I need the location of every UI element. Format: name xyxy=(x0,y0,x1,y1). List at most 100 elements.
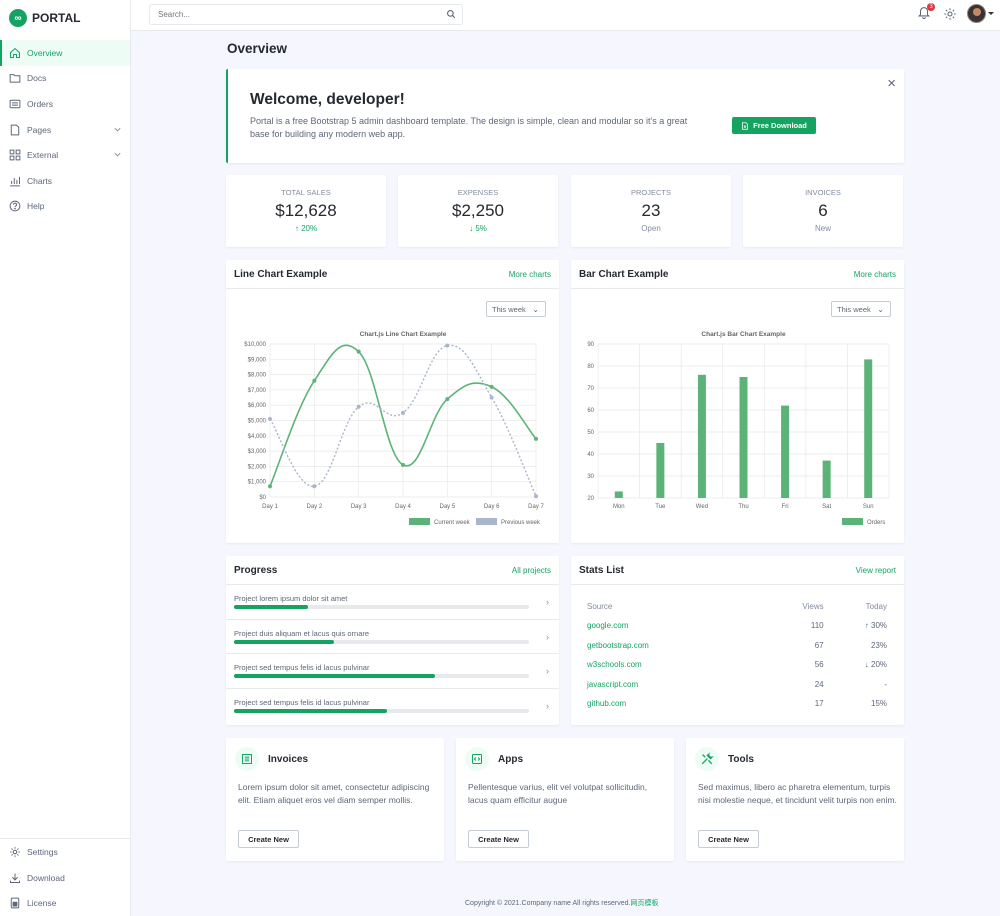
panel-title: Progress xyxy=(234,564,278,576)
stat-card-expenses[interactable]: Expenses $2,250 ↓ 5% xyxy=(398,175,558,247)
data-point xyxy=(401,462,405,467)
table-header-row: Source Views Today xyxy=(587,597,887,616)
y-tick-label: $8,000 xyxy=(248,373,267,379)
y-tick-label: $6,000 xyxy=(248,403,267,409)
stat-label: Invoices xyxy=(805,188,841,197)
more-charts-link[interactable]: More charts xyxy=(508,269,551,279)
sidebar-item-license[interactable]: License xyxy=(0,890,131,916)
progress-label: Project sed tempus felis id lacus pulvin… xyxy=(234,697,370,707)
feature-card-invoices: Invoices Lorem ipsum dolor sit amet, con… xyxy=(226,738,444,861)
y-tick-label: $7,000 xyxy=(248,388,267,394)
sidebar-item-external[interactable]: External xyxy=(0,142,130,168)
x-tick-label: Day 3 xyxy=(351,504,367,510)
source-link[interactable]: w3schools.com xyxy=(587,660,642,670)
brand[interactable]: ∞ PORTAL xyxy=(0,0,130,36)
sidebar-item-orders[interactable]: Orders xyxy=(0,91,130,117)
sidebar-item-docs[interactable]: Docs xyxy=(0,66,130,92)
sidebar-item-settings[interactable]: Settings xyxy=(0,839,131,865)
notifications-button[interactable]: 3 xyxy=(917,3,935,22)
more-charts-link[interactable]: More charts xyxy=(853,269,896,279)
sidebar-item-charts[interactable]: Charts xyxy=(0,168,130,194)
code-icon xyxy=(465,747,489,771)
stat-card-total-sales[interactable]: Total Sales $12,628 ↑ 20% xyxy=(226,175,386,247)
create-new-button[interactable]: Create New xyxy=(698,830,759,848)
data-point xyxy=(534,494,538,499)
bar xyxy=(822,460,831,498)
sidebar-item-label: Overview xyxy=(27,47,63,58)
progress-fill xyxy=(234,708,388,713)
progress-item[interactable]: Project sed tempus felis id lacus pulvin… xyxy=(226,689,559,724)
avatar[interactable] xyxy=(967,4,986,23)
download-icon xyxy=(10,873,20,883)
week-select-value: This week xyxy=(492,304,526,314)
sidebar-item-overview[interactable]: Overview xyxy=(0,40,130,66)
footer-link[interactable]: 网页模板 xyxy=(630,900,659,907)
source-link[interactable]: getbootstrap.com xyxy=(587,640,649,650)
x-tick-label: Sat xyxy=(822,504,831,510)
source-link[interactable]: google.com xyxy=(587,621,629,631)
chevron-down-icon xyxy=(114,153,121,157)
bar xyxy=(614,491,623,498)
header-actions: 3 xyxy=(917,3,994,23)
x-tick-label: Thu xyxy=(738,504,748,510)
series-line xyxy=(269,344,537,497)
sidebar-item-pages[interactable]: Pages xyxy=(0,117,130,143)
page-footer: Copyright © 2021.Company name All rights… xyxy=(465,898,658,908)
table-row: w3schools.com 56 ↓ 20% xyxy=(587,655,887,675)
data-point xyxy=(312,484,317,489)
series-line xyxy=(269,344,537,487)
chart-title: Chart.js Bar Chart Example xyxy=(701,331,786,338)
bar xyxy=(697,374,706,498)
bell-icon xyxy=(917,7,931,20)
panel-header: Stats List View report xyxy=(571,556,904,585)
progress-list: Project lorem ipsum dolor sit amet › Pro… xyxy=(226,585,559,723)
free-download-button[interactable]: Free Download xyxy=(732,117,816,134)
feature-title: Invoices xyxy=(268,754,309,765)
license-icon xyxy=(10,897,20,909)
line-chart-card: Line Chart Example More charts This week… xyxy=(226,260,559,543)
all-projects-link[interactable]: All projects xyxy=(511,565,551,575)
progress-item[interactable]: Project sed tempus felis id lacus pulvin… xyxy=(226,654,559,689)
close-icon[interactable]: × xyxy=(887,75,896,92)
y-tick-label: $10,000 xyxy=(244,342,266,348)
panel-header: Progress All projects xyxy=(226,556,559,585)
data-point xyxy=(445,397,450,402)
brand-name: PORTAL xyxy=(32,11,81,25)
bar xyxy=(739,377,748,498)
sidebar-item-download[interactable]: Download xyxy=(0,865,131,891)
source-link[interactable]: github.com xyxy=(587,699,627,709)
legend-label: Previous week xyxy=(501,520,541,526)
x-tick-label: Day 5 xyxy=(439,504,455,510)
y-tick-label: 80 xyxy=(587,364,594,370)
progress-bar xyxy=(234,605,529,609)
create-new-button[interactable]: Create New xyxy=(468,830,529,848)
bar xyxy=(864,359,873,498)
progress-item[interactable]: Project lorem ipsum dolor sit amet › xyxy=(226,585,559,620)
table-row: github.com 17 15% xyxy=(587,694,887,714)
notification-badge: 3 xyxy=(927,3,935,11)
search-icon[interactable] xyxy=(446,9,456,19)
view-report-link[interactable]: View report xyxy=(855,565,896,575)
data-point xyxy=(312,378,317,383)
week-select[interactable]: This week ⌄ xyxy=(831,301,891,317)
search-input[interactable] xyxy=(150,5,430,24)
sidebar-item-help[interactable]: Help xyxy=(0,194,130,220)
create-new-button[interactable]: Create New xyxy=(238,830,299,848)
week-select-value: This week xyxy=(837,304,871,314)
progress-item[interactable]: Project duis aliquam et lacus quis ornar… xyxy=(226,620,559,654)
feature-card-apps: Apps Pellentesque varius, elit vel volut… xyxy=(456,738,674,861)
stat-value: 6 xyxy=(818,201,828,220)
user-menu-caret-icon[interactable] xyxy=(988,12,994,15)
stat-card-invoices[interactable]: Invoices 6 New xyxy=(743,175,903,247)
welcome-alert: Welcome, developer! Portal is a free Boo… xyxy=(226,69,904,163)
feature-title: Apps xyxy=(498,754,523,765)
source-link[interactable]: javascript.com xyxy=(587,679,639,689)
data-point xyxy=(356,349,361,354)
week-select[interactable]: This week ⌄ xyxy=(486,301,546,317)
column-header: Source xyxy=(587,602,613,611)
y-tick-label: $3,000 xyxy=(248,449,267,455)
welcome-text: Portal is a free Bootstrap 5 admin dashb… xyxy=(250,116,688,139)
settings-gear-icon[interactable] xyxy=(943,7,957,21)
